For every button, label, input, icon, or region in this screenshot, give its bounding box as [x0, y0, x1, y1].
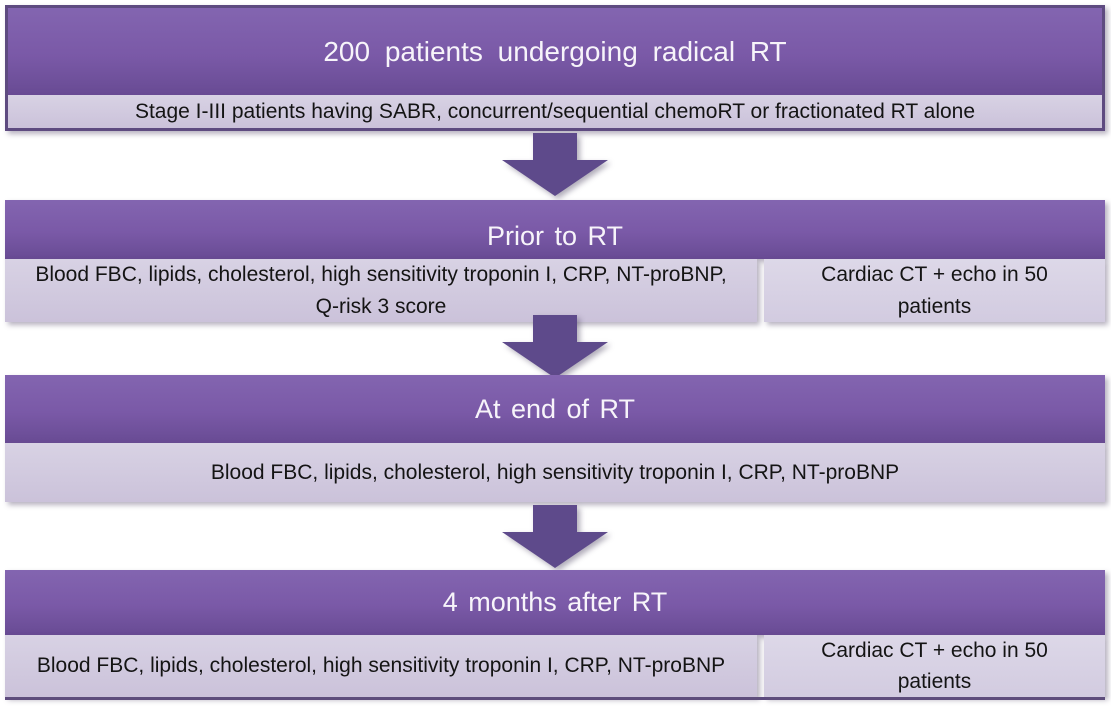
down-arrow-icon	[502, 315, 608, 378]
stage-4mo-content: Blood FBC, lipids, cholesterol, high sen…	[5, 635, 1105, 697]
enrollment-box: 200 patients undergoing radical RT Stage…	[5, 5, 1105, 131]
stage-end-title: At end of RT	[5, 375, 1105, 443]
stage-end-of-rt: At end of RT Blood FBC, lipids, choleste…	[5, 375, 1105, 502]
arrow-stem	[533, 133, 577, 160]
stage-prior-imaging-note: Cardiac CT + echo in 50 patients	[764, 259, 1105, 322]
stage-4mo-tests: Blood FBC, lipids, cholesterol, high sen…	[5, 635, 757, 697]
arrow-head	[502, 532, 608, 568]
stage-prior-to-rt: Prior to RT Blood FBC, lipids, cholester…	[5, 200, 1105, 322]
enrollment-title: 200 patients undergoing radical RT	[8, 8, 1102, 95]
stage-end-tests: Blood FBC, lipids, cholesterol, high sen…	[5, 443, 1105, 502]
stage-prior-tests: Blood FBC, lipids, cholesterol, high sen…	[5, 259, 757, 322]
eligibility-criteria: Stage I-III patients having SABR, concur…	[8, 95, 1102, 128]
down-arrow-icon	[502, 505, 608, 568]
stage-4mo-title: 4 months after RT	[5, 570, 1105, 635]
down-arrow-icon	[502, 133, 608, 196]
stage-prior-content: Blood FBC, lipids, cholesterol, high sen…	[5, 259, 1105, 322]
arrow-head	[502, 342, 608, 378]
stage-prior-title: Prior to RT	[5, 200, 1105, 259]
stage-4-months-after-rt: 4 months after RT Blood FBC, lipids, cho…	[5, 570, 1105, 700]
arrow-head	[502, 160, 608, 196]
arrow-stem	[533, 505, 577, 532]
arrow-stem	[533, 315, 577, 342]
stage-4mo-imaging-note: Cardiac CT + echo in 50 patients	[764, 635, 1105, 697]
